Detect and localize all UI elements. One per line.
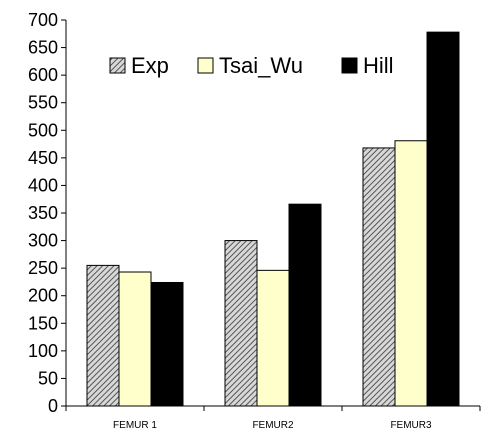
x-category-labels: FEMUR 1 FEMUR2 FEMUR3 — [113, 420, 432, 431]
bar-exp-1 — [86, 264, 120, 407]
bar-exp-2 — [224, 240, 258, 407]
x-category-label: FEMUR 1 — [113, 420, 157, 431]
legend-label: Tsai_Wu — [219, 53, 303, 78]
chart-legend: Exp Tsai_Wu Hill — [109, 53, 394, 78]
y-tick-label: 200 — [28, 286, 58, 306]
y-tick-label: 550 — [28, 93, 58, 113]
y-tick-label: 150 — [28, 313, 58, 333]
legend-swatch-exp — [109, 57, 126, 74]
chart-bars — [86, 31, 460, 407]
bar-tsai-wu-1 — [118, 271, 152, 407]
y-tick-label: 0 — [48, 396, 58, 416]
bar-tsai-wu-3 — [394, 140, 428, 407]
bar-tsai-wu-2 — [256, 269, 290, 407]
y-tick-label: 400 — [28, 175, 58, 195]
y-tick-label: 50 — [38, 368, 58, 388]
x-category-label: FEMUR2 — [252, 420, 294, 431]
bar-exp-3 — [362, 147, 396, 407]
x-category-label: FEMUR3 — [390, 420, 432, 431]
y-tick-label: 100 — [28, 341, 58, 361]
y-tick-label: 350 — [28, 203, 58, 223]
y-tick-label: 450 — [28, 148, 58, 168]
y-tick-label: 500 — [28, 120, 58, 140]
bar-hill-1 — [150, 281, 184, 407]
y-tick-label: 650 — [28, 38, 58, 58]
legend-swatch-tsai-wu — [197, 57, 214, 74]
legend-swatch-hill — [341, 57, 358, 74]
bar-hill-2 — [288, 203, 322, 407]
legend-label: Exp — [131, 53, 169, 78]
bar-hill-3 — [426, 31, 460, 407]
y-tick-label: 700 — [28, 10, 58, 30]
y-tick-label: 600 — [28, 65, 58, 85]
y-tick-label: 300 — [28, 231, 58, 251]
y-tick-label: 250 — [28, 258, 58, 278]
y-tick-labels: 0 50 100 150 200 250 300 350 400 450 500 550 600 650 7… — [28, 10, 58, 416]
legend-label: Hill — [363, 53, 394, 78]
